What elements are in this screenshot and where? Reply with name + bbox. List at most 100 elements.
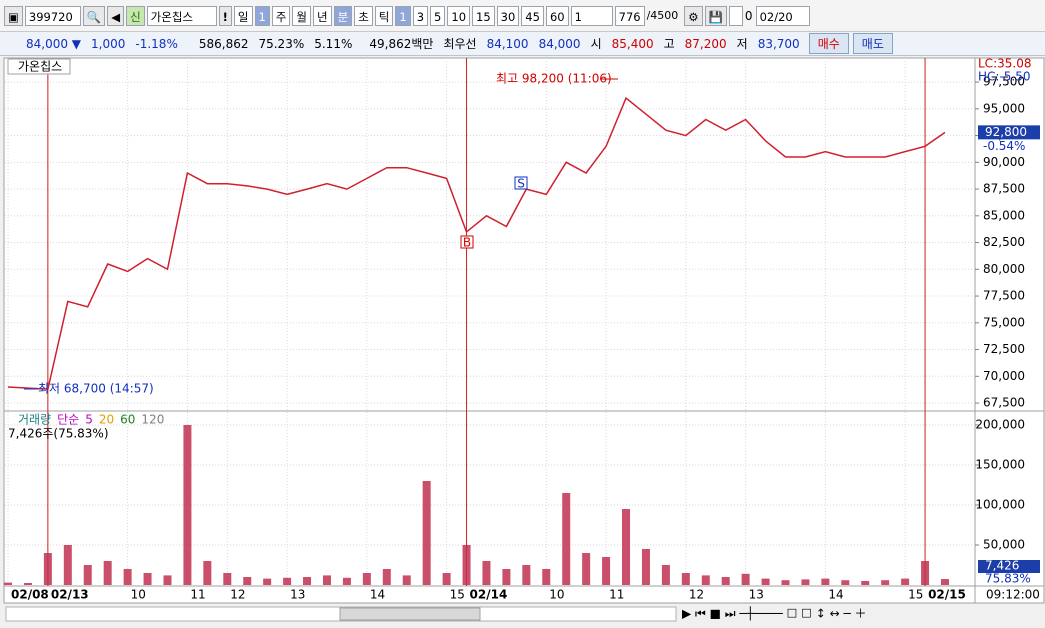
period-option[interactable]: 년: [313, 5, 332, 26]
count-input[interactable]: 776: [614, 5, 645, 26]
y-tick-label: 72,500: [983, 342, 1025, 356]
volume-bar: [422, 481, 431, 585]
period-option[interactable]: 60: [545, 5, 569, 26]
rate: -1.18%: [135, 36, 178, 51]
x-tick-label: 10: [131, 588, 146, 602]
volume-bar: [123, 569, 132, 585]
nav-buttons[interactable]: ▶ ⏮ ■ ⏭ ─┼──── ☐ ☐ ↕ ↔ ─ ＋: [682, 606, 867, 621]
sell-marker: S: [517, 177, 525, 191]
volume-bar: [741, 573, 750, 585]
x-tick-label: 11: [190, 588, 205, 602]
x-tick-label: 15: [908, 588, 923, 602]
volume-bar: [941, 579, 949, 585]
open: 85,400: [611, 36, 654, 51]
volume-bar: [243, 577, 252, 585]
period-option[interactable]: 30: [496, 5, 520, 26]
volume-bar: [801, 579, 810, 585]
code-input[interactable]: 399720: [24, 5, 81, 26]
y-tick-label: 97,500: [983, 75, 1025, 89]
volume-info: 7,426주(75.83%): [8, 427, 109, 441]
period-button[interactable]: 일: [233, 5, 253, 26]
period-option[interactable]: 분: [333, 5, 353, 26]
buy-button[interactable]: 매수: [808, 33, 849, 54]
buy-marker: B: [463, 236, 471, 250]
legend-item: 60: [120, 413, 135, 427]
period-option[interactable]: 초: [354, 5, 373, 26]
save-button[interactable]: 💾: [704, 5, 727, 26]
low-label: 저: [736, 37, 748, 51]
period-option[interactable]: 15: [472, 5, 495, 26]
alert-button[interactable]: !: [218, 5, 232, 26]
x-tick-label: 15: [450, 588, 465, 602]
search-button[interactable]: 🔍: [82, 5, 106, 26]
price: 84,000 ▼: [26, 36, 82, 51]
volume-bar: [43, 553, 52, 585]
title-box: [7, 58, 71, 75]
period-option[interactable]: 주: [271, 5, 291, 26]
sound-button[interactable]: ◀: [107, 5, 125, 26]
scroll-thumb[interactable]: [339, 607, 481, 621]
change: 1,000: [91, 36, 126, 51]
volume-bar: [761, 578, 770, 585]
low-annotation: 최저 68,700 (14:57): [38, 382, 154, 396]
chart-icon[interactable]: ▣: [4, 5, 23, 26]
volume-bar: [522, 565, 531, 585]
stock-name[interactable]: 가온칩스: [146, 5, 217, 26]
best-label: 최우선: [443, 37, 477, 51]
high-annotation: 최고 98,200 (11:06): [496, 72, 612, 86]
vol-rate: 75.23%: [258, 36, 305, 51]
time-label: 09:12:00: [986, 588, 1040, 602]
volume-bar: [781, 580, 790, 585]
period-option[interactable]: 틱: [374, 5, 394, 26]
volume-bar: [542, 569, 551, 585]
open-label: 시: [590, 37, 602, 51]
y-tick-label: 90,000: [983, 155, 1025, 169]
volume-bar: [103, 561, 112, 585]
volume-bar: [23, 583, 32, 585]
volume-bar: [303, 577, 312, 585]
y-tick-label: 200,000: [975, 418, 1025, 432]
x-tick-label: 02/08: [11, 588, 49, 602]
y-tick-label: 50,000: [983, 538, 1025, 552]
volume-bar: [701, 575, 710, 585]
period-option[interactable]: 월: [292, 5, 312, 26]
volume-bar: [382, 569, 391, 585]
date-input[interactable]: 02/20: [755, 5, 810, 26]
volume-bar: [562, 493, 571, 585]
volume-bar: [442, 573, 451, 585]
x-tick-label: 13: [749, 588, 764, 602]
period-n[interactable]: 1: [254, 5, 270, 26]
y-tick-label: 85,000: [983, 208, 1025, 222]
period-option[interactable]: 1: [395, 5, 411, 26]
checkbox[interactable]: [728, 5, 743, 26]
period-option[interactable]: 45: [521, 5, 544, 26]
period-option[interactable]: 3: [412, 5, 429, 26]
x-tick-label: 14: [828, 588, 843, 602]
y-tick-label: 70,000: [983, 369, 1025, 383]
high: 87,200: [684, 36, 727, 51]
tool-button[interactable]: ⚙: [684, 5, 703, 26]
x-tick-label: 12: [689, 588, 704, 602]
volume-bar: [641, 549, 650, 585]
high-label: 고: [663, 37, 675, 51]
volume-bar: [163, 575, 172, 585]
turnover: 5.11%: [314, 36, 353, 51]
volume-bar: [402, 575, 411, 585]
volume-bar: [322, 575, 331, 585]
legend-item: 20: [99, 413, 114, 427]
legend-item: 5: [85, 413, 93, 427]
sell-button[interactable]: 매도: [852, 33, 893, 54]
volume-bar: [622, 509, 631, 585]
volume-bar: [83, 565, 92, 585]
period-option[interactable]: 10: [447, 5, 471, 26]
volume-bar: [342, 577, 351, 585]
count-select[interactable]: 1: [570, 5, 613, 26]
volume-bar: [4, 582, 12, 585]
amount: 49,862백만: [369, 37, 434, 51]
volume-bar: [841, 580, 850, 585]
x-tick-label: 02/13: [51, 588, 89, 602]
volume: 586,862: [198, 36, 249, 51]
period-option[interactable]: 5: [430, 5, 446, 26]
last-volume-rate: 75.83%: [985, 572, 1031, 586]
